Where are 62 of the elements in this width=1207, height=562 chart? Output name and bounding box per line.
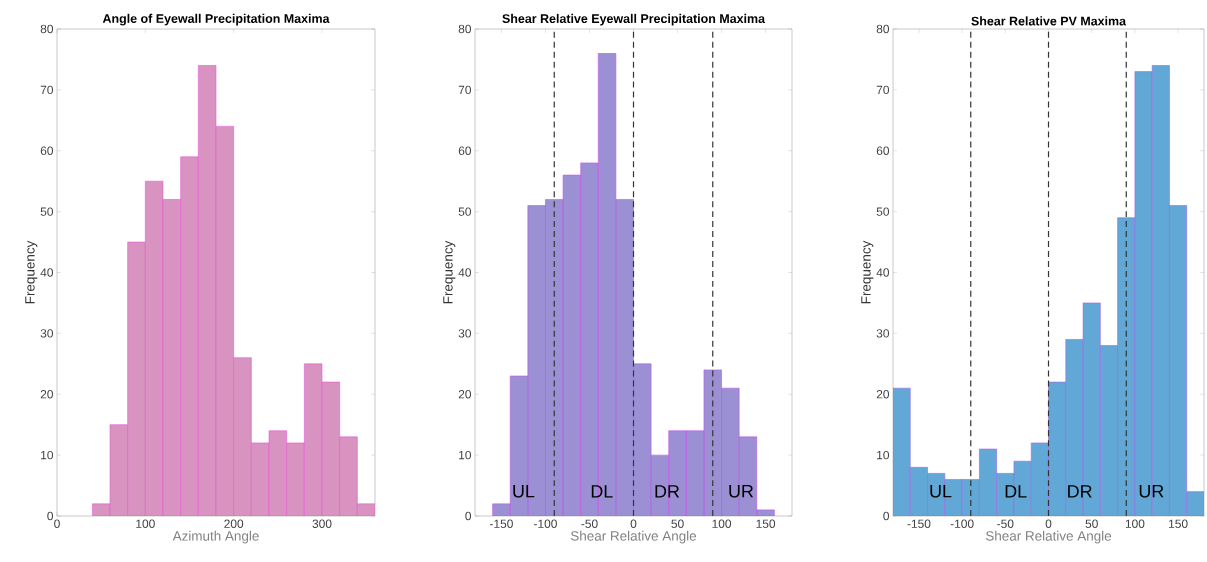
y-tick-label: 70 [40, 85, 54, 95]
y-tick-label: 50 [458, 207, 472, 216]
x-tick-label: 0 [1045, 519, 1052, 528]
y-tick-label: 60 [40, 146, 54, 155]
y-tick-label: 30 [40, 329, 54, 338]
y-tick-label: 70 [458, 85, 472, 95]
x-tick-label: 150 [1169, 519, 1188, 528]
y-tick-label: 20 [876, 390, 890, 399]
y-tick-label: 0 [47, 511, 54, 521]
y-tick-label: 20 [458, 390, 472, 399]
y-tick-label: 50 [876, 207, 890, 216]
annotation: UL [513, 485, 535, 498]
y-tick-label: 80 [458, 24, 472, 34]
chart-title: Angle of Eyewall Precipitation Maxima [102, 13, 330, 26]
annotation: UL [930, 485, 952, 498]
x-axis-title: Shear Relative Angle [570, 530, 697, 544]
y-tick-label: 80 [876, 24, 890, 34]
y-tick-label: 50 [40, 207, 54, 216]
y-tick-label: 10 [877, 450, 890, 460]
annotation: DR [1068, 485, 1092, 498]
annotation: UR [1139, 485, 1164, 498]
y-tick-label: 10 [41, 450, 54, 460]
y-tick-label: 70 [876, 85, 890, 95]
x-tick-label: 200 [224, 519, 244, 528]
x-axis-title: Shear Relative Angle [985, 530, 1112, 544]
x-tick-label: 100 [1125, 519, 1145, 528]
x-tick-label: -150 [907, 519, 931, 528]
x-tick-label: 300 [312, 519, 332, 528]
y-tick-label: 80 [40, 24, 54, 34]
y-axis-title: Frequency [443, 240, 456, 304]
x-tick-label: 100 [136, 519, 155, 528]
chart-title: Shear Relative Eyewall Precipitation Maxima [502, 13, 766, 26]
annotation: DL [591, 485, 613, 498]
x-tick-label: 50 [671, 519, 684, 528]
y-tick-label: 10 [459, 450, 472, 460]
x-tick-label: 100 [712, 519, 732, 528]
annotation: DL [1005, 485, 1027, 498]
x-tick-label: -150 [489, 519, 513, 528]
y-tick-label: 30 [458, 329, 472, 338]
x-tick-label: -100 [534, 519, 557, 528]
y-tick-label: 40 [40, 268, 54, 277]
x-tick-label: 50 [1085, 519, 1098, 528]
y-tick-label: 0 [883, 511, 890, 521]
y-tick-label: 30 [876, 329, 890, 338]
y-tick-label: 40 [876, 268, 890, 277]
annotation: DR [655, 485, 680, 498]
y-tick-label: 60 [458, 146, 472, 155]
y-tick-label: 40 [458, 268, 472, 277]
y-axis-title: Frequency [25, 240, 38, 304]
x-tick-label: 150 [756, 519, 776, 528]
annotation: UR [729, 485, 754, 498]
x-tick-label: 0 [54, 519, 60, 528]
y-tick-label: 0 [465, 511, 472, 521]
x-tick-label: -50 [581, 519, 598, 528]
x-tick-label: 0 [630, 519, 637, 528]
y-tick-label: 60 [876, 146, 890, 155]
y-axis-title: Frequency [861, 240, 874, 304]
chart-title: Shear Relative PV Maxima [971, 16, 1127, 26]
x-tick-label: -50 [997, 519, 1014, 528]
x-axis-title: Azimuth Angle [172, 530, 259, 544]
x-tick-label: -100 [950, 519, 974, 528]
y-tick-label: 20 [40, 390, 54, 399]
